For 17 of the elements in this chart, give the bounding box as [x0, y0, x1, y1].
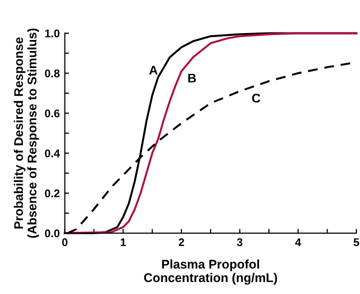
- x-tick-label: 0: [62, 238, 68, 246]
- y-tick-label: 0.6: [44, 109, 60, 118]
- x-tick-label: 2: [178, 238, 184, 246]
- series-label: A: [149, 66, 158, 74]
- y-tick-label: 0.2: [44, 189, 60, 198]
- y-tick-label: 0.8: [44, 69, 60, 78]
- x-axis-title: Plasma Propofol Concentration (ng/mL): [144, 259, 277, 285]
- y-axis-title: Probability of Desired Response (Absence of Response to Stimulus): [14, 28, 39, 238]
- y-tick-label: 1.0: [45, 29, 60, 38]
- x-tick-label: 3: [236, 238, 242, 246]
- series-label: B: [188, 74, 196, 82]
- y-tick-label: 0.4: [44, 149, 60, 158]
- x-tick-label: 4: [295, 238, 302, 246]
- x-tick-label: 5: [354, 238, 360, 246]
- y-tick-label: 0.0: [44, 229, 60, 238]
- x-tick-label: 1: [120, 238, 126, 246]
- series-label: C: [252, 94, 260, 103]
